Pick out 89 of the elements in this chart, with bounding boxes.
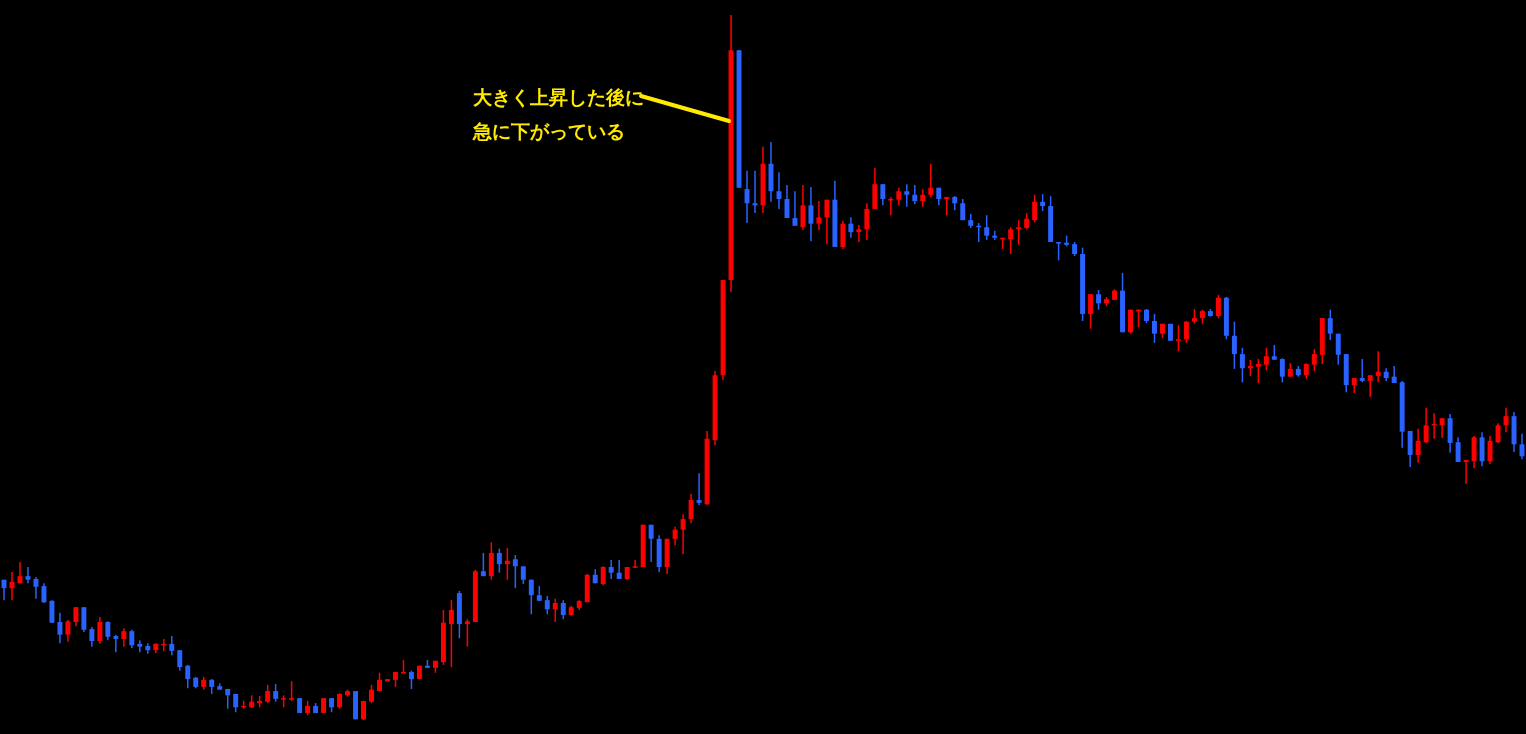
candlestick [1239,347,1245,384]
candlestick [880,183,886,207]
candlestick [81,606,87,633]
candlestick [800,184,806,231]
candlestick [289,680,295,702]
candlestick [1375,350,1381,384]
candlestick [408,669,414,690]
candlestick [1152,313,1157,344]
candlestick [488,541,494,581]
candlestick [1415,428,1421,464]
candlestick [1335,332,1341,366]
candlestick [928,163,934,198]
candlestick [608,559,614,580]
candlestick [177,649,183,672]
candlestick [560,599,566,620]
candlestick [1096,289,1102,311]
candlestick [1263,347,1269,372]
candlestick [41,582,47,604]
candlestick [73,606,79,627]
candlestick [552,597,558,623]
candlestick [648,523,654,563]
candlestick [25,566,31,584]
candlestick [912,184,918,205]
candlestick [496,547,502,574]
candlestick [1008,226,1014,255]
candlestick [1231,320,1237,370]
candlestick [65,619,71,643]
candlestick [632,559,638,569]
candlestick [1032,194,1038,224]
candlestick [369,684,374,704]
candlestick [1088,293,1094,330]
candlestick [448,599,454,668]
candlestick [57,612,63,644]
candlestick [1407,430,1413,468]
candlestick [169,635,175,656]
candlestick [784,184,790,219]
candlestick [1327,308,1333,341]
annotation: 大きく上昇した後に [473,85,644,110]
candlestick [864,202,870,241]
candlestick [121,627,127,648]
candlestick [185,664,191,690]
candlestick [1016,219,1022,246]
candlestick [1487,435,1493,465]
candlestick [129,629,135,649]
candlestick [1359,358,1365,384]
candlestick [1056,241,1062,262]
candlestick [1183,320,1189,344]
candlestick [33,576,39,600]
candlestick [904,183,910,208]
candlestick [680,513,686,556]
candlestick [113,633,119,654]
candlestick [1311,348,1317,372]
annotation: 急に下がっている [473,119,626,144]
candlestick [544,595,550,615]
candlestick [105,620,111,642]
candlestick [1423,406,1429,444]
candlestick [1479,431,1485,467]
candlestick [528,578,534,615]
candlestick [840,220,846,250]
candlestick [688,492,694,525]
candlestick [1255,358,1261,384]
candlestick [696,472,702,506]
candlestick [1495,422,1501,444]
candlestick [1215,294,1221,319]
candlestick [856,224,862,243]
candlestick [808,186,814,243]
candlestick [97,616,103,645]
candlestick [824,198,830,245]
candlestick [672,526,678,546]
candlestick [920,188,926,208]
candlestick [265,684,271,704]
candlestick [984,214,990,241]
candlestick [888,196,894,216]
candlestick [1503,406,1509,434]
candlestick [89,626,95,648]
candlestick [1175,324,1181,353]
candlestick [848,216,854,239]
candlestick [1279,357,1285,384]
candlestick [600,565,606,587]
candlestick [464,618,470,648]
candlestick [49,599,55,624]
candlestick [816,200,822,231]
candlestick [1439,417,1445,439]
candlestick [1455,436,1461,463]
candlestick [1471,435,1477,470]
candlestick [512,554,518,589]
candlestick [1367,374,1373,398]
candlestick [792,190,798,227]
candlestick [137,639,143,654]
